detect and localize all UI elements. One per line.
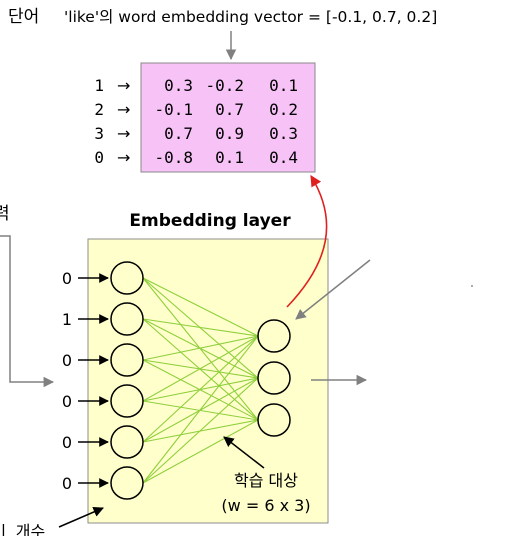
input-node: [110, 425, 144, 459]
stray-dot: [471, 285, 473, 287]
input-node: [110, 302, 144, 336]
lookup-table-box: [140, 62, 316, 173]
bottom-left-partial-label: ㅣ 개수: [0, 522, 45, 536]
lookup-table-rows: 1 → 0.3 -0.2 0.1 2 → -0.1 0.7 0.2 3 → 0.7 0.9 0.3 0 → -0.…: [94, 76, 298, 167]
table-cell: 0.2: [269, 100, 298, 119]
input-value: 1: [62, 310, 72, 329]
table-cell: -0.8: [154, 148, 193, 167]
input-node: [110, 261, 144, 295]
output-node: [257, 403, 291, 437]
table-cell: 0.1: [215, 148, 244, 167]
table-row-arrow: →: [117, 148, 130, 167]
training-label-line2: (w = 6 x 3): [221, 496, 310, 515]
table-row-index: 1: [94, 76, 104, 95]
table-cell: 0.1: [269, 76, 298, 95]
weight-connections: [142, 277, 259, 484]
input-value: 0: [62, 269, 72, 288]
input-value: 0: [62, 474, 72, 493]
weight-connection: [142, 335, 259, 443]
pointer-arrow: [295, 259, 371, 320]
output-node: [257, 319, 291, 353]
input-node: [110, 343, 144, 377]
input-value: 0: [62, 351, 72, 370]
weight-connection: [142, 335, 259, 484]
training-arrow: [223, 436, 265, 469]
weight-connection: [142, 335, 259, 402]
weight-connection: [142, 377, 259, 484]
word-label: 단어: [8, 7, 39, 27]
left-partial-label: 력: [0, 204, 10, 224]
vector-caption: 'like'의 word embedding vector = [-0.1, 0…: [64, 8, 437, 26]
network-nodes: [110, 261, 291, 500]
input-node: [110, 384, 144, 418]
table-cell: 0.3: [164, 76, 193, 95]
weight-connection: [142, 277, 259, 337]
table-row-arrow: →: [117, 100, 130, 119]
table-cell: 0.3: [269, 124, 298, 143]
table-cell: -0.2: [205, 76, 244, 95]
output-node: [257, 361, 291, 395]
weight-connection: [142, 318, 259, 337]
input-node: [110, 466, 144, 500]
table-row-arrow: →: [117, 124, 130, 143]
lookup-arrow: [286, 175, 328, 308]
table-row-index: 3: [94, 124, 104, 143]
table-cell: 0.7: [164, 124, 193, 143]
input-value: 0: [62, 392, 72, 411]
weight-connection: [142, 419, 259, 484]
count-arrow: [58, 506, 104, 528]
table-row-index: 0: [94, 148, 104, 167]
input-to-layer-arrow: [0, 235, 55, 388]
training-label-line1: 학습 대상: [234, 471, 298, 490]
weight-connection: [142, 335, 259, 361]
input-value: 0: [62, 433, 72, 452]
table-cell: -0.1: [154, 100, 193, 119]
table-cell: 0.7: [215, 100, 244, 119]
input-values: 0 1 0 0 0 0: [62, 269, 109, 493]
table-row-index: 2: [94, 100, 104, 119]
table-row-arrow: →: [117, 76, 130, 95]
table-cell: 0.4: [269, 148, 298, 167]
table-cell: 0.9: [215, 124, 244, 143]
embedding-layer-title: Embedding layer: [129, 211, 291, 231]
